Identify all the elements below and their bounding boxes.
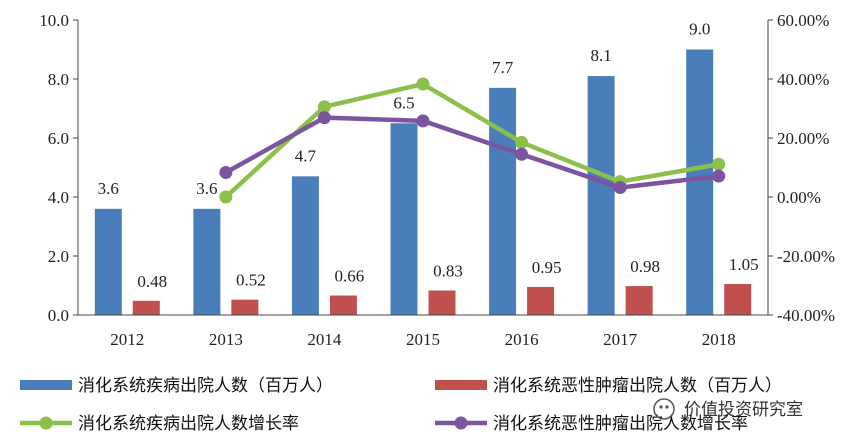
bar-tumor (428, 290, 456, 315)
wechat-icon-dot (659, 405, 663, 409)
x-tick-label: 2016 (505, 330, 539, 349)
right-tick-label: 20.00% (777, 129, 829, 148)
bar-disease (94, 208, 122, 315)
series-point (219, 190, 233, 204)
line-layer (219, 77, 726, 204)
bar-disease (587, 76, 615, 315)
series-point (712, 169, 726, 183)
right-tick-label: 0.00% (777, 188, 821, 207)
legend-label: 消化系统恶性肿瘤出院人数（百万人） (493, 376, 782, 396)
watermark: 价值投资研究室 (653, 398, 803, 420)
x-tick-label: 2013 (209, 330, 243, 349)
left-tick-label: 8.0 (48, 70, 69, 89)
left-axis: 0.0 2.0 4.0 6.0 8.0 10.0 (39, 11, 79, 325)
series-point (613, 181, 627, 195)
data-label: 0.83 (433, 262, 463, 281)
series-line-2 (224, 81, 720, 199)
legend-label: 消化系统疾病出院人数（百万人） (78, 376, 333, 396)
legend-swatch-marker (39, 416, 53, 430)
right-tick-label: 60.00% (777, 11, 829, 30)
data-label: 3.6 (196, 179, 217, 198)
bar-tumor (625, 286, 653, 315)
data-label: 0.48 (137, 272, 167, 291)
left-tick-label: 4.0 (48, 188, 69, 207)
series-point (515, 135, 529, 149)
bar-layer (94, 49, 752, 315)
right-tick-label: -40.00% (777, 306, 835, 325)
legend-label: 消化系统疾病出院人数增长率 (78, 414, 299, 434)
series-point (712, 157, 726, 171)
watermark-text: 价值投资研究室 (684, 400, 803, 420)
wechat-icon-dot (665, 405, 669, 409)
series-point (219, 166, 233, 180)
data-label: 3.6 (98, 179, 119, 198)
series-point (515, 147, 529, 161)
legend: 消化系统疾病出院人数（百万人） 消化系统恶性肿瘤出院人数（百万人） 消化系统疾病出院… (20, 376, 782, 434)
data-label: 0.98 (630, 257, 660, 276)
legend-swatch-marker (454, 416, 468, 430)
data-label: 0.66 (335, 267, 365, 286)
x-tick-label: 2012 (110, 330, 144, 349)
left-tick-label: 10.0 (39, 11, 69, 30)
bar-tumor (724, 284, 752, 315)
series-point (317, 111, 331, 125)
data-label: 7.7 (492, 58, 514, 77)
data-label: 6.5 (393, 93, 414, 112)
data-label: 0.52 (236, 271, 266, 290)
label-layer: 3.6 3.6 4.7 6.5 7.7 8.1 9.0 0.48 0.52 0.66 0.83 0.9… (98, 20, 759, 291)
bar-tumor (231, 299, 259, 315)
data-label: 9.0 (689, 20, 710, 39)
x-tick-label: 2018 (702, 330, 736, 349)
legend-swatch (435, 380, 487, 390)
bar-tumor (527, 286, 555, 315)
x-axis: 2012 2013 2014 2015 2016 2017 2018 (78, 314, 768, 349)
legend-label: 消化系统恶性肿瘤出院人数增长率 (493, 414, 748, 434)
wechat-icon (653, 398, 675, 420)
bar-disease (390, 123, 418, 315)
data-label: 4.7 (295, 146, 317, 165)
left-tick-label: 6.0 (48, 129, 69, 148)
data-label: 8.1 (591, 46, 612, 65)
legend-swatch (20, 380, 72, 390)
x-tick-label: 2014 (307, 330, 342, 349)
bar-tumor (329, 295, 357, 315)
x-tick-label: 2015 (406, 330, 440, 349)
left-tick-label: 2.0 (48, 247, 69, 266)
series-line-3 (224, 115, 719, 190)
data-label: 1.05 (729, 255, 759, 274)
data-label: 0.95 (532, 258, 562, 277)
bar-disease (193, 208, 221, 315)
right-axis: -40.00% -20.00% 0.00% 20.00% 40.00% 60.00% (767, 11, 835, 325)
series-point (416, 77, 430, 91)
x-tick-label: 2017 (603, 330, 638, 349)
right-tick-label: -20.00% (777, 247, 835, 266)
series-point (317, 100, 331, 114)
bar-disease (686, 49, 714, 315)
bar-disease (489, 87, 517, 315)
left-tick-label: 0.0 (48, 306, 69, 325)
series-point (416, 114, 430, 128)
right-tick-label: 40.00% (777, 70, 829, 89)
bar-tumor (132, 300, 160, 315)
bar-disease (291, 176, 319, 315)
